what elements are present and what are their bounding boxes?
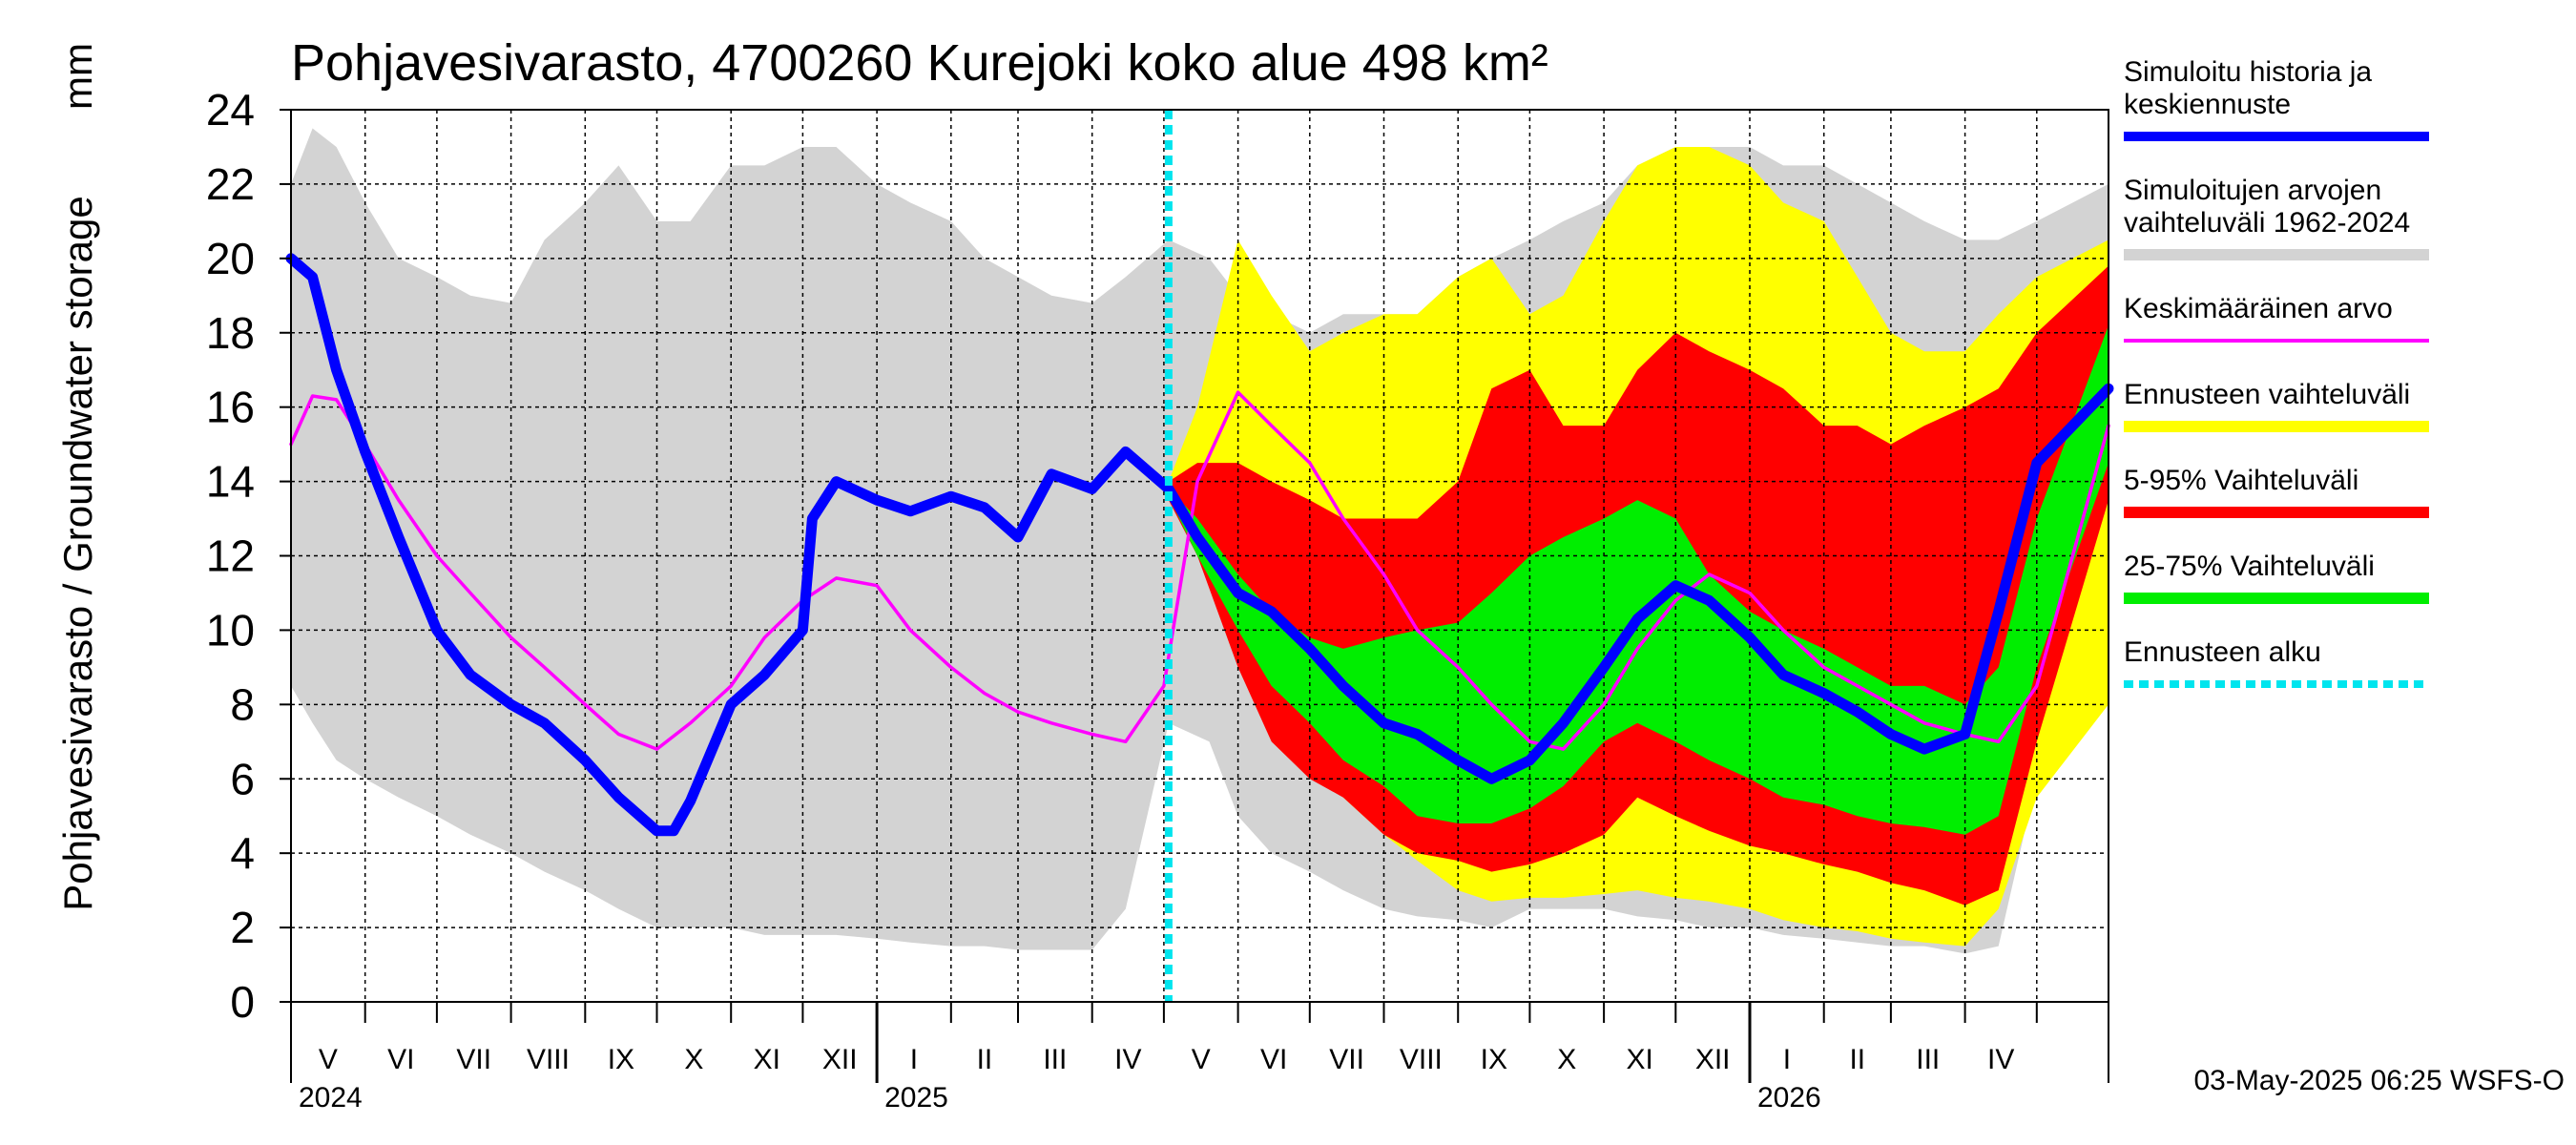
- month-label-15: VIII: [1400, 1044, 1443, 1075]
- month-label-22: III: [1916, 1044, 1940, 1075]
- ytick-label-10: 20: [206, 234, 255, 283]
- year-label-1: 2025: [884, 1082, 948, 1114]
- ytick-label-8: 16: [206, 383, 255, 432]
- month-label-6: XI: [754, 1044, 780, 1075]
- month-label-12: V: [1192, 1044, 1211, 1075]
- month-label-13: VI: [1260, 1044, 1287, 1075]
- ytick-label-7: 14: [206, 457, 255, 507]
- ytick-label-3: 6: [230, 754, 255, 803]
- y-axis-label: Pohjavesivarasto / Groundwater storage: [55, 196, 100, 910]
- year-label-0: 2024: [299, 1082, 363, 1114]
- month-label-19: XII: [1695, 1044, 1731, 1075]
- legend-label-5: 25-75% Vaihteluväli: [2124, 551, 2375, 582]
- month-label-23: IV: [1987, 1044, 2014, 1075]
- month-label-18: XI: [1627, 1044, 1653, 1075]
- ytick-label-0: 0: [230, 977, 255, 1027]
- ytick-label-6: 12: [206, 531, 255, 581]
- legend-label-0-1: keskiennuste: [2124, 89, 2291, 120]
- ytick-label-4: 8: [230, 679, 255, 729]
- band-3: [1168, 325, 2109, 835]
- ytick-label-11: 22: [206, 159, 255, 209]
- ytick-label-5: 10: [206, 605, 255, 655]
- month-label-11: IV: [1114, 1044, 1141, 1075]
- legend-label-4: 5-95% Vaihteluväli: [2124, 465, 2358, 496]
- legend-label-1-1: vaihteluväli 1962-2024: [2124, 207, 2410, 239]
- x-axis: V VI VII VIII IX X XI XII I II III IV V VI VII VIII IX X X…: [290, 1002, 2109, 1114]
- y-axis-unit: mm: [55, 43, 100, 110]
- chart-title: Pohjavesivarasto, 4700260 Kurejoki koko …: [291, 34, 1548, 92]
- legend-label-2: Keskimääräinen arvo: [2124, 293, 2393, 324]
- month-label-9: II: [977, 1044, 993, 1075]
- month-label-4: IX: [608, 1044, 634, 1075]
- month-label-20: I: [1783, 1044, 1791, 1075]
- month-label-5: X: [684, 1044, 703, 1075]
- series-lines: [285, 253, 2114, 837]
- legend-label-3: Ennusteen vaihteluväli: [2124, 379, 2410, 410]
- series-line-0: [289, 390, 2110, 751]
- month-label-8: I: [910, 1044, 918, 1075]
- month-label-7: XII: [822, 1044, 858, 1075]
- legend-label-6: Ennusteen alku: [2124, 636, 2321, 668]
- range-bands: [291, 128, 2109, 954]
- month-label-16: IX: [1481, 1044, 1507, 1075]
- legend-label-0-0: Simuloitu historia ja: [2124, 56, 2372, 88]
- ytick-label-9: 18: [206, 308, 255, 358]
- month-label-3: VIII: [527, 1044, 570, 1075]
- month-label-14: VII: [1329, 1044, 1364, 1075]
- ytick-label-2: 4: [230, 828, 255, 878]
- ytick-label-1: 2: [230, 903, 255, 952]
- legend-label-1-0: Simuloitujen arvojen: [2124, 175, 2381, 206]
- month-label-21: II: [1849, 1044, 1865, 1075]
- series-line-1: [285, 253, 2114, 837]
- month-label-10: III: [1043, 1044, 1067, 1075]
- footer-timestamp: 03-May-2025 06:25 WSFS-O: [2194, 1065, 2566, 1096]
- month-label-2: VII: [456, 1044, 491, 1075]
- month-label-0: V: [319, 1044, 338, 1075]
- gridlines: [291, 110, 2109, 1002]
- ytick-label-12: 24: [206, 85, 255, 135]
- month-label-1: VI: [387, 1044, 414, 1075]
- month-label-17: X: [1557, 1044, 1576, 1075]
- year-label-2: 2026: [1757, 1082, 1821, 1114]
